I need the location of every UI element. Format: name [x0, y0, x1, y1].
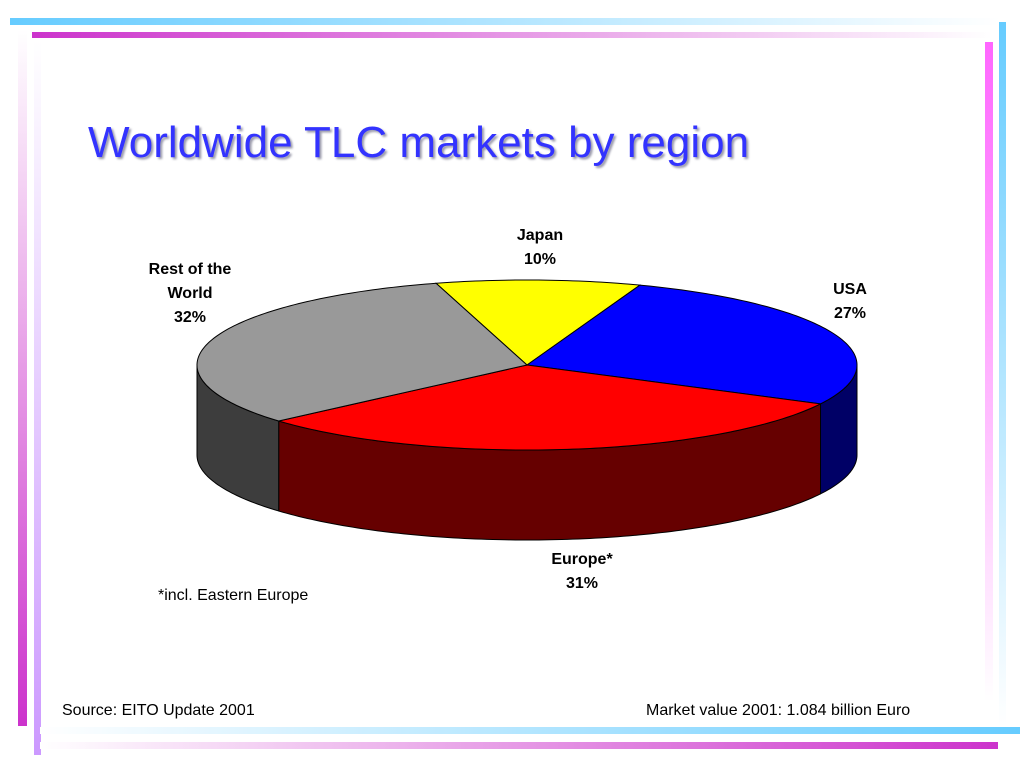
slice — [434, 279, 642, 366]
value-label: 10% — [523, 251, 557, 268]
stripe — [34, 40, 41, 755]
value-label: 27% — [833, 305, 867, 322]
category-name: Japan — [516, 227, 564, 244]
value-label: 32% — [173, 309, 207, 326]
slice — [525, 284, 858, 405]
stripe — [40, 727, 1020, 734]
slice-label: Japan 10% — [470, 224, 610, 272]
value-label: 31% — [565, 575, 599, 592]
market-value: Market value 2001: 1.084 billion Euro — [646, 702, 911, 719]
slice — [278, 364, 823, 451]
slice-label: Rest of the World 32% — [120, 258, 260, 330]
slice-label: Europe* 31% — [512, 548, 652, 596]
stripe — [10, 18, 1000, 25]
category-name: USA — [833, 281, 867, 298]
stripe — [985, 42, 993, 702]
category-name: Europe* — [551, 551, 613, 568]
category-name: Rest of the World — [148, 261, 232, 302]
slice — [196, 282, 529, 422]
stripe — [999, 22, 1006, 727]
slice-label: USA 27% — [790, 278, 910, 326]
slide-title: Worldwide TLC markets by region — [88, 118, 750, 167]
stripe — [40, 742, 998, 749]
stripe — [32, 32, 992, 38]
chart-note: *incl. Eastern Europe — [158, 587, 309, 604]
source: Source: EITO Update 2001 — [62, 702, 255, 719]
stripe — [18, 30, 27, 726]
